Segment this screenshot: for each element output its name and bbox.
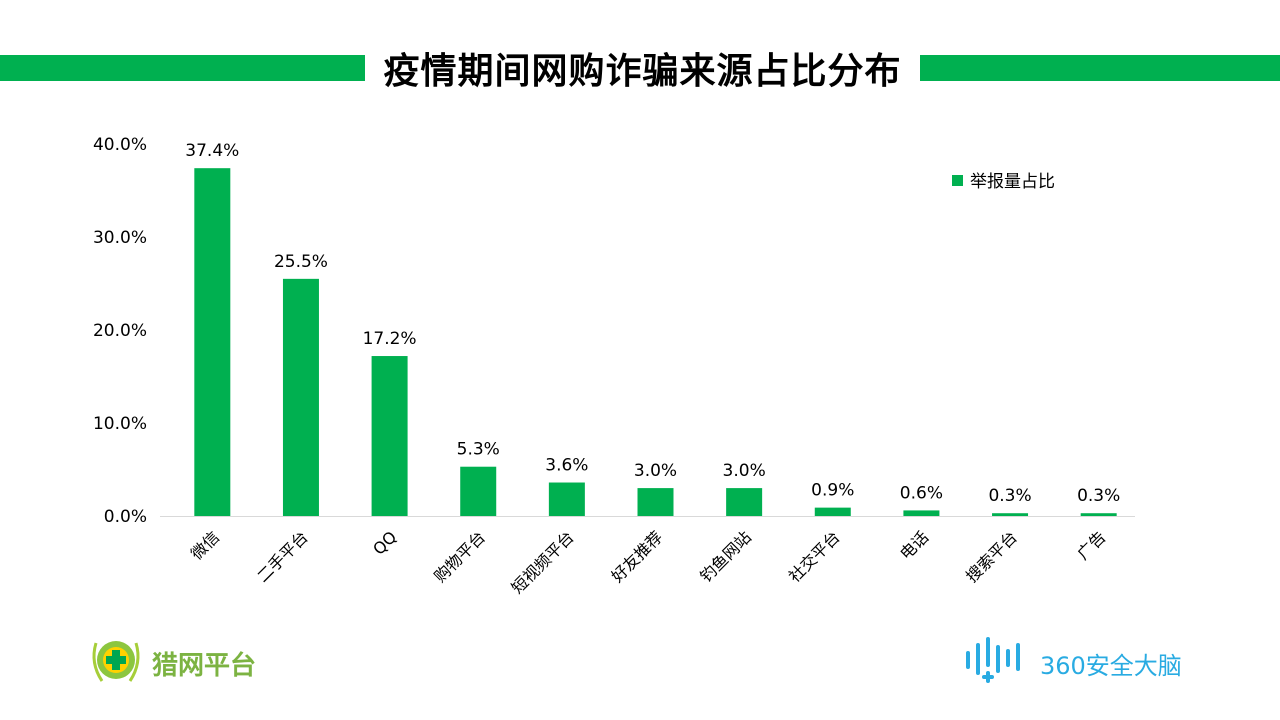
data-label: 37.4%: [185, 141, 239, 161]
data-label: 0.6%: [900, 483, 943, 503]
title-bar-right: [920, 55, 1280, 81]
bar: [903, 510, 940, 516]
title-bar-left: [0, 55, 365, 81]
x-tick-label: 短视频平台: [508, 527, 578, 597]
y-tick-label: 10.0%: [93, 414, 147, 434]
x-tick-label: QQ: [369, 527, 400, 558]
bar: [637, 488, 674, 516]
data-label: 3.6%: [545, 456, 588, 476]
data-label: 5.3%: [457, 440, 500, 460]
x-tick-label: 微信: [187, 527, 223, 563]
x-tick-label: 钓鱼网站: [696, 527, 755, 586]
data-label: 17.2%: [363, 329, 417, 349]
data-label: 25.5%: [274, 252, 328, 272]
bar: [460, 466, 497, 516]
data-label: 3.0%: [634, 461, 677, 481]
lie-wang-logo-text: 猎网平台: [152, 651, 257, 681]
360-brain-logo-text: 360安全大脑: [1040, 652, 1182, 680]
data-label: 3.0%: [723, 461, 766, 481]
360-brain-logo: [966, 637, 1020, 683]
x-tick-label: 好友推荐: [608, 527, 667, 586]
lie-wang-logo: [92, 641, 140, 682]
x-tick-label: 购物平台: [430, 527, 489, 586]
y-tick-label: 40.0%: [93, 135, 147, 155]
y-tick-label: 30.0%: [93, 228, 147, 248]
x-tick-label: 广告: [1073, 527, 1109, 563]
x-tick-label: 搜索平台: [962, 527, 1021, 586]
y-tick-label: 20.0%: [93, 321, 147, 341]
bar: [194, 168, 231, 516]
laurel-icon: [92, 642, 140, 682]
page-title: 疫情期间网购诈骗来源占比分布: [383, 51, 902, 92]
x-tick-label: 二手平台: [253, 527, 312, 586]
x-tick-label: 电话: [896, 527, 932, 563]
legend-label: 举报量占比: [970, 172, 1055, 192]
x-tick-label: 社交平台: [785, 527, 844, 586]
bar: [371, 356, 408, 516]
data-label: 0.9%: [811, 481, 854, 501]
bar: [282, 278, 319, 516]
legend-swatch: [952, 175, 963, 186]
y-tick-label: 0.0%: [104, 507, 147, 527]
sound-bars-icon: [966, 637, 1020, 683]
bar: [814, 507, 851, 516]
bar: [1080, 513, 1117, 516]
data-label: 0.3%: [988, 486, 1031, 506]
bar: [992, 513, 1029, 516]
bar: [726, 488, 763, 516]
bar: [548, 482, 585, 516]
data-label: 0.3%: [1077, 486, 1120, 506]
